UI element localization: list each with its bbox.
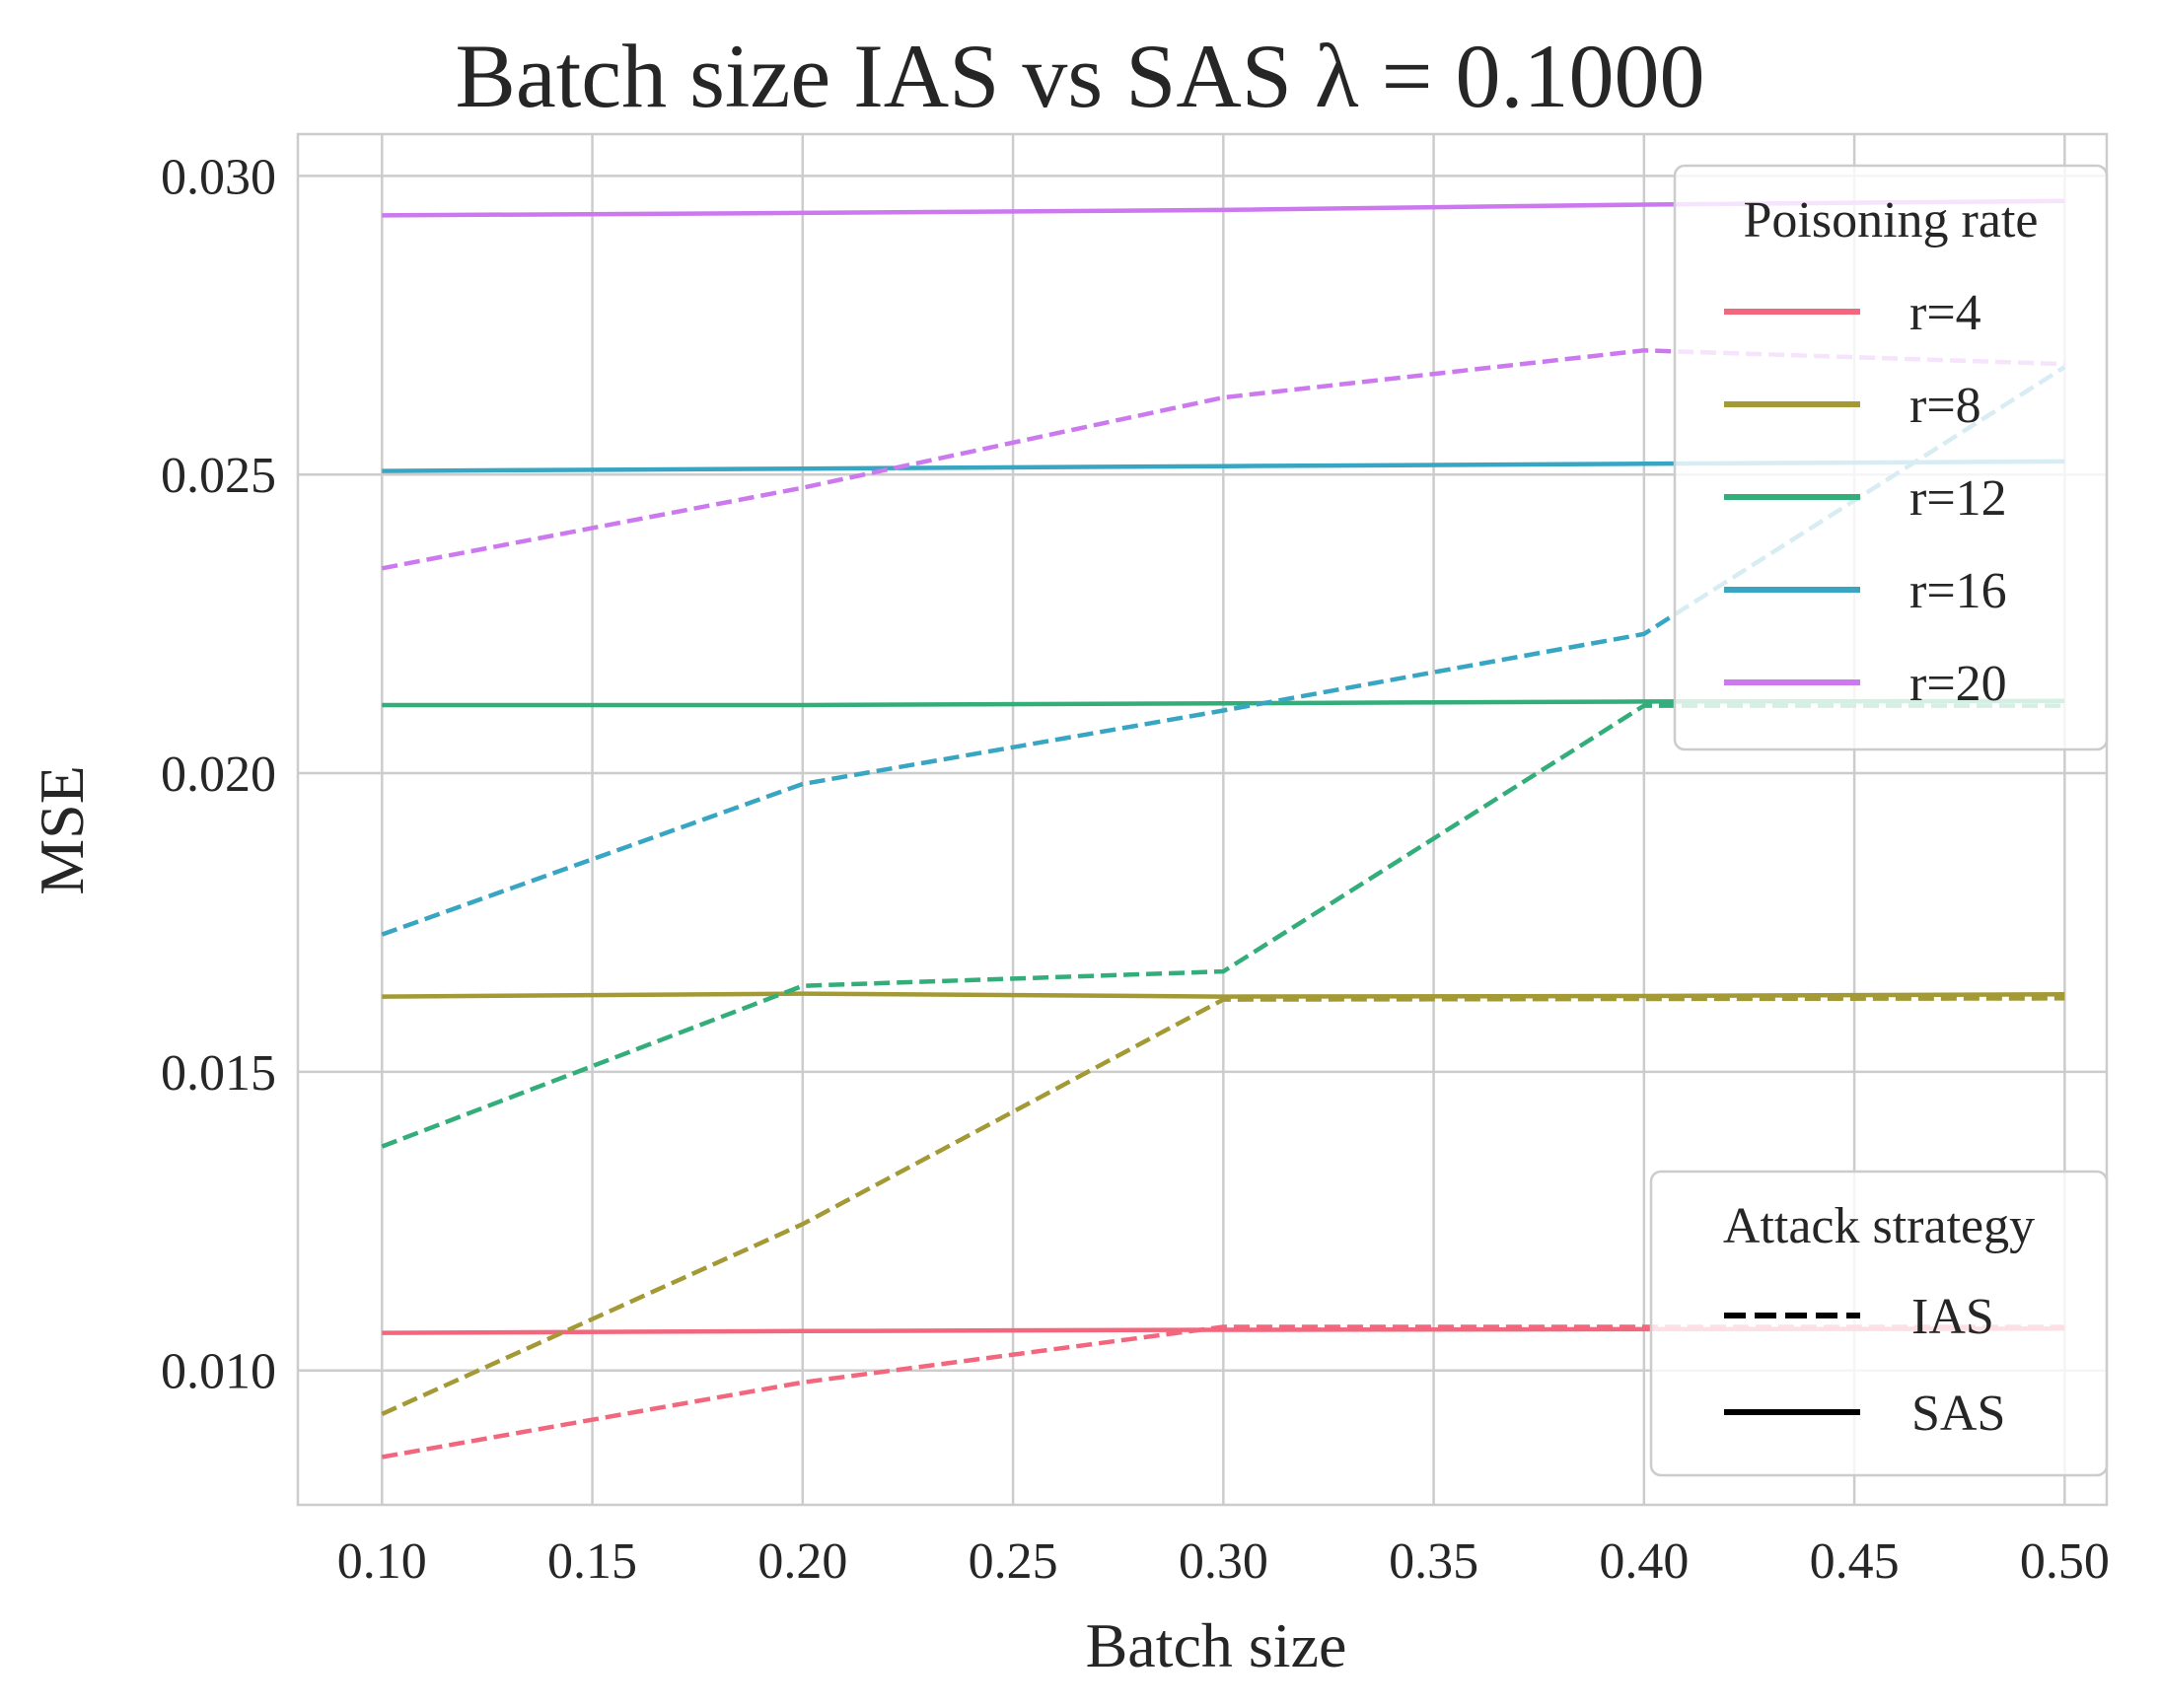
plot-frame xyxy=(296,132,2109,1507)
legend-label: r=12 xyxy=(1909,470,2007,527)
y-tick-label: 0.025 xyxy=(161,448,276,504)
legend-label: r=20 xyxy=(1909,656,2007,712)
x-tick-label: 0.40 xyxy=(1599,1533,1689,1590)
series-line-r8-sas xyxy=(382,991,2065,999)
legend-label: r=16 xyxy=(1909,563,2007,619)
legend-label: r=8 xyxy=(1909,378,1981,434)
x-tick-label: 0.45 xyxy=(1810,1533,1900,1590)
x-tick-label: 0.30 xyxy=(1179,1533,1268,1590)
x-tick-label: 0.15 xyxy=(547,1533,637,1590)
legend-attack-strategy: Attack strategy IAS SAS xyxy=(1649,1170,2109,1477)
series-line-r8-ias xyxy=(381,996,2065,1416)
x-tick-label: 0.10 xyxy=(337,1533,427,1590)
y-tick-label: 0.015 xyxy=(161,1045,276,1102)
y-tick-labels: 0.010 0.015 0.020 0.025 0.030 xyxy=(161,149,276,1399)
legend-label: SAS xyxy=(1911,1386,2005,1442)
legend-frame xyxy=(1673,164,2109,751)
y-tick-label: 0.030 xyxy=(161,149,276,205)
legend-label: IAS xyxy=(1911,1289,1994,1345)
x-tick-labels: 0.10 0.15 0.20 0.25 0.30 0.35 0.40 0.45 0.50 xyxy=(337,1533,2110,1590)
x-tick-label: 0.50 xyxy=(2020,1533,2110,1590)
x-axis-label: Batch size xyxy=(1086,1610,1347,1680)
legend-label: r=4 xyxy=(1909,285,1981,341)
legend-title: Attack strategy xyxy=(1723,1198,2035,1254)
legend-poisoning-rate: Poisoning rate r=4 r=8 r=12 r=16 r=20 xyxy=(1673,164,2109,751)
legend-title: Poisoning rate xyxy=(1744,192,2039,249)
x-tick-label: 0.35 xyxy=(1389,1533,1478,1590)
x-tick-label: 0.25 xyxy=(969,1533,1058,1590)
legend-frame xyxy=(1649,1170,2109,1477)
x-tick-label: 0.20 xyxy=(757,1533,847,1590)
y-axis-label: MSE xyxy=(27,765,97,895)
y-tick-label: 0.020 xyxy=(161,747,276,803)
chart-title: Batch size IAS vs SAS λ = 0.1000 xyxy=(456,26,1705,126)
y-tick-label: 0.010 xyxy=(161,1344,276,1400)
